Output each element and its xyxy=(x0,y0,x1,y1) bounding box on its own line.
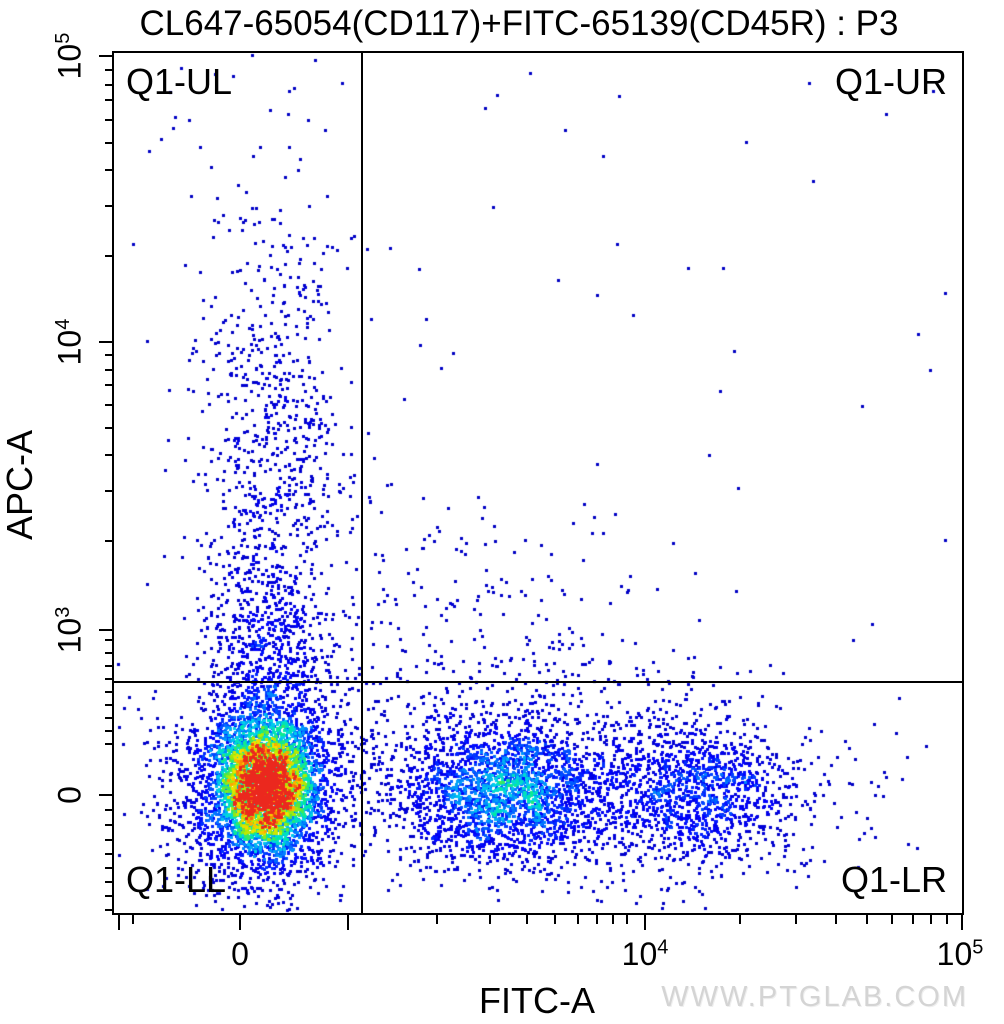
axis-tick-mark xyxy=(961,915,963,930)
quadrant-label-ul: Q1-UL xyxy=(126,61,233,102)
quadrant-label-ur: Q1-UR xyxy=(834,61,947,102)
y-tick-label: 104 xyxy=(51,318,88,366)
axis-tick-mark xyxy=(554,915,556,924)
y-axis-label: APC-A xyxy=(0,429,40,541)
axis-tick-mark xyxy=(105,691,114,693)
axis-tick-mark xyxy=(105,142,114,144)
axis-tick-mark xyxy=(626,915,628,924)
axis-tick-mark xyxy=(347,915,349,930)
axis-tick-mark xyxy=(835,915,837,924)
axis-tick-mark xyxy=(105,84,114,86)
axis-tick-mark xyxy=(105,384,114,386)
axis-tick-mark xyxy=(946,915,948,924)
axis-tick-mark xyxy=(795,915,797,924)
axis-tick-mark xyxy=(105,369,114,371)
axis-tick-mark xyxy=(105,205,114,207)
axis-tick-mark xyxy=(644,915,646,930)
axis-tick-mark xyxy=(105,717,114,719)
plot-frame xyxy=(112,51,964,915)
axis-tick-mark xyxy=(105,824,114,826)
axis-tick-mark xyxy=(105,404,114,406)
axis-tick-mark xyxy=(132,915,134,924)
axis-tick-mark xyxy=(105,853,114,855)
y-tick-label: 105 xyxy=(51,32,88,80)
axis-tick-mark xyxy=(105,704,114,706)
axis-tick-mark xyxy=(596,915,598,924)
axis-tick-mark xyxy=(105,454,114,456)
quadrant-gate-vertical-line[interactable] xyxy=(361,53,363,913)
axis-tick-mark xyxy=(866,915,868,924)
axis-tick-mark xyxy=(105,867,114,869)
x-axis-label: FITC-A xyxy=(479,980,595,1021)
axis-tick-mark xyxy=(99,629,114,631)
y-tick-label: 0 xyxy=(51,786,88,804)
axis-tick-mark xyxy=(105,881,114,883)
axis-tick-mark xyxy=(105,540,114,542)
axis-tick-mark xyxy=(912,915,914,924)
axis-tick-mark xyxy=(489,915,491,924)
axis-tick-mark xyxy=(739,915,741,924)
axis-tick-mark xyxy=(105,99,114,101)
axis-tick-mark xyxy=(105,730,114,732)
x-tick-label: 105 xyxy=(936,936,984,972)
axis-tick-mark xyxy=(105,665,114,667)
quadrant-gate-horizontal-line[interactable] xyxy=(114,681,962,683)
axis-tick-mark xyxy=(891,915,893,924)
y-tick-label: 103 xyxy=(51,606,88,654)
axis-tick-mark xyxy=(105,490,114,492)
axis-tick-mark xyxy=(105,809,114,811)
axis-tick-mark xyxy=(99,341,114,343)
axis-tick-mark xyxy=(118,915,120,930)
axis-tick-mark xyxy=(105,639,114,641)
axis-tick-mark xyxy=(612,915,614,924)
quadrant-label-lr: Q1-LR xyxy=(840,859,947,900)
axis-tick-mark xyxy=(105,909,114,911)
axis-tick-mark xyxy=(105,895,114,897)
quadrant-label-ll: Q1-LL xyxy=(126,859,227,900)
axis-tick-mark xyxy=(930,915,932,924)
axis-tick-mark xyxy=(105,69,114,71)
x-tick-label: 0 xyxy=(231,936,249,972)
axis-tick-mark xyxy=(99,794,114,796)
axis-tick-mark xyxy=(105,119,114,121)
axis-tick-mark xyxy=(99,55,114,57)
x-tick-label: 104 xyxy=(621,936,669,972)
axis-tick-mark xyxy=(105,678,114,680)
axis-tick-mark xyxy=(239,915,241,930)
axis-tick-mark xyxy=(105,354,114,356)
axis-tick-mark xyxy=(526,915,528,924)
axis-tick-mark xyxy=(436,915,438,924)
watermark: WWW.PTGLAB.COM xyxy=(661,981,968,1013)
axis-tick-mark xyxy=(105,255,114,257)
axis-tick-mark xyxy=(105,427,114,429)
axis-tick-mark xyxy=(577,915,579,924)
axis-tick-mark xyxy=(105,169,114,171)
axis-tick-mark xyxy=(105,652,114,654)
axis-tick-mark xyxy=(105,743,114,745)
axis-tick-mark xyxy=(105,839,114,841)
